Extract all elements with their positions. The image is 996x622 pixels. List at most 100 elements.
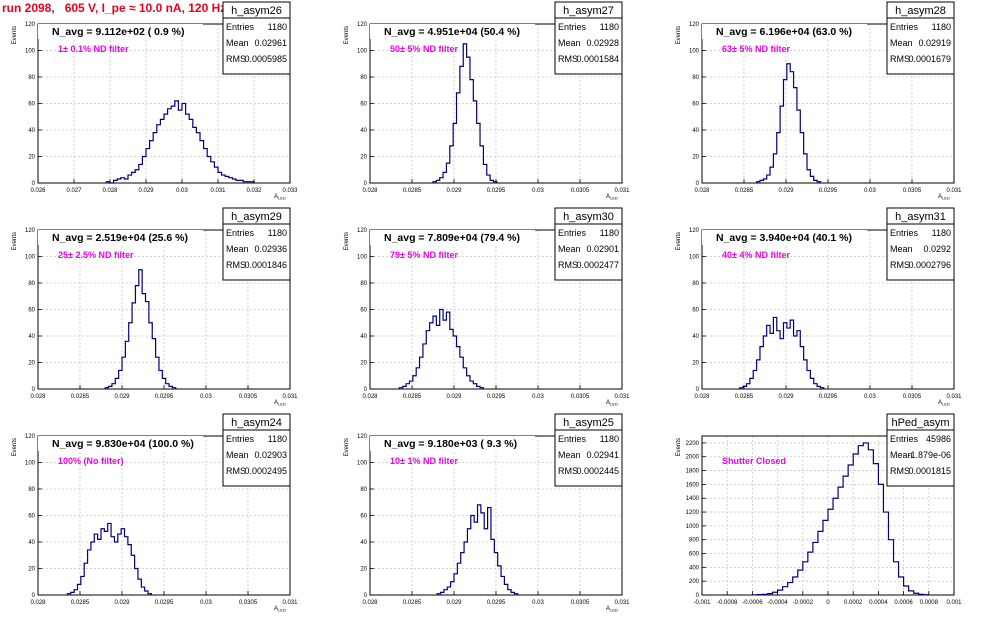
x-tick-label: 0.0305 xyxy=(903,188,922,194)
x-tick-label: 0.028 xyxy=(362,394,378,400)
x-axis-title: ALED xyxy=(606,194,618,201)
x-tick-label: 0.03 xyxy=(532,188,544,194)
pad-title: N_avg = 3.940e+04 (40.1 %) xyxy=(702,230,867,245)
x-tick-label: 0.0285 xyxy=(403,394,422,400)
stats-label: Mean xyxy=(890,38,913,48)
stats-label: Entries xyxy=(226,434,255,444)
x-axis-title: ALED xyxy=(274,400,286,407)
stats-label: RMS xyxy=(226,466,246,476)
stats-value: 0.0001584 xyxy=(576,54,619,64)
stats-value: 1180 xyxy=(268,434,287,444)
stats-box: h_asym24 Entries 1180 Mean 0.02903 RMS0.00024… xyxy=(222,413,291,487)
y-tick-label: 0 xyxy=(364,181,368,187)
stats-label: RMS xyxy=(890,466,910,476)
y-tick-label: 40 xyxy=(28,334,35,340)
x-tick-label: 0.031 xyxy=(614,188,630,194)
pad-title: N_avg = 6.196e+04 (63.0 %) xyxy=(702,24,867,39)
y-tick-label: 80 xyxy=(360,281,367,287)
y-tick-label: 40 xyxy=(360,128,367,134)
y-tick-label: 0 xyxy=(696,593,700,599)
y-tick-label: 0 xyxy=(32,387,36,393)
x-tick-label: 0.0002 xyxy=(844,600,863,606)
stats-body-box xyxy=(886,17,955,75)
x-tick-label: 0.028 xyxy=(694,394,710,400)
pad-title-text: N_avg = 9.180e+03 ( 9.3 %) xyxy=(384,438,517,450)
y-tick-label: 200 xyxy=(689,579,700,585)
histogram-bins xyxy=(739,316,825,389)
x-tick-label: 0.028 xyxy=(102,188,118,194)
y-axis-title: Events xyxy=(344,26,350,44)
y-tick-label: 60 xyxy=(360,102,367,108)
histogram-name: h_asym26 xyxy=(231,5,282,17)
stats-label: RMS xyxy=(226,54,246,64)
y-tick-label: 80 xyxy=(28,487,35,493)
stats-label: Mean xyxy=(226,450,249,460)
stats-body-box xyxy=(886,429,955,487)
pad-title: N_avg = 7.809e+04 (79.4 %) xyxy=(370,230,535,245)
stats-label: Mean xyxy=(226,38,249,48)
y-tick-label: 80 xyxy=(692,281,699,287)
y-tick-label: 100 xyxy=(357,255,368,261)
stats-label: Entries xyxy=(226,22,255,32)
x-tick-label: 0.028 xyxy=(30,394,46,400)
stats-value: 0.02901 xyxy=(586,244,619,254)
pad-title-background xyxy=(370,24,535,39)
y-tick-label: 20 xyxy=(28,155,35,161)
pad-title-background xyxy=(38,230,203,245)
stats-body-box xyxy=(554,17,623,75)
y-tick-label: 20 xyxy=(360,361,367,367)
x-tick-label: 0.027 xyxy=(66,188,82,194)
y-axis-title: Events xyxy=(12,232,18,250)
y-tick-label: 80 xyxy=(360,75,367,81)
stats-box: h_asym27 Entries 1180 Mean 0.02928 RMS0.00015… xyxy=(554,1,623,75)
x-tick-label: -0.0008 xyxy=(717,600,738,606)
y-tick-label: 120 xyxy=(25,434,36,440)
filter-note: 40± 4% ND filter xyxy=(722,250,790,260)
x-axis-title: ALED xyxy=(606,400,618,407)
stats-label: RMS xyxy=(558,54,578,64)
x-tick-label: 0.031 xyxy=(614,600,630,606)
x-tick-label: 0.028 xyxy=(362,188,378,194)
x-tick-label: 0.029 xyxy=(114,394,130,400)
stats-label: RMS xyxy=(890,260,910,270)
stats-label: RMS xyxy=(558,260,578,270)
stats-value: 0.02919 xyxy=(918,38,951,48)
pad-title: N_avg = 2.519e+04 (25.6 %) xyxy=(38,230,203,245)
stats-value: 1180 xyxy=(268,22,287,32)
pad-title-background xyxy=(370,230,535,245)
y-tick-label: 1600 xyxy=(686,482,700,488)
y-tick-label: 40 xyxy=(360,540,367,546)
histogram-bins xyxy=(756,63,822,183)
stats-value: -1.879e-06 xyxy=(907,450,951,460)
stats-value: 0.0002477 xyxy=(576,260,619,270)
stats-body-box xyxy=(222,429,291,487)
x-tick-label: 0.029 xyxy=(138,188,154,194)
x-tick-label: 0.03 xyxy=(176,188,188,194)
histogram-bins xyxy=(104,269,177,389)
stats-label: Mean xyxy=(890,244,913,254)
stats-label: Entries xyxy=(558,434,587,444)
y-tick-label: 1000 xyxy=(686,524,700,530)
stats-value: 1180 xyxy=(600,434,619,444)
y-tick-label: 80 xyxy=(360,487,367,493)
y-tick-label: 0 xyxy=(364,593,368,599)
x-tick-label: -0.0002 xyxy=(793,600,814,606)
y-tick-label: 40 xyxy=(692,128,699,134)
y-tick-label: 60 xyxy=(28,102,35,108)
y-tick-label: 400 xyxy=(689,565,700,571)
x-tick-label: 0.0285 xyxy=(403,600,422,606)
y-tick-label: 2000 xyxy=(686,455,700,461)
y-tick-label: 120 xyxy=(357,228,368,234)
y-tick-label: 60 xyxy=(360,514,367,520)
x-tick-label: 0.03 xyxy=(532,394,544,400)
y-tick-label: 60 xyxy=(692,102,699,108)
histogram-name: h_asym28 xyxy=(895,5,946,17)
x-tick-label: 0.001 xyxy=(946,600,962,606)
stats-body-box xyxy=(886,223,955,281)
x-tick-label: 0.031 xyxy=(946,394,962,400)
x-tick-label: 0.028 xyxy=(362,600,378,606)
histogram-panel: 0.028 0.0285 0.029 0.0295 0.03 0.0305 0.031 0 20… xyxy=(12,413,298,613)
stats-value: 1180 xyxy=(600,22,619,32)
y-tick-label: 40 xyxy=(692,334,699,340)
stats-value: 1180 xyxy=(932,22,951,32)
